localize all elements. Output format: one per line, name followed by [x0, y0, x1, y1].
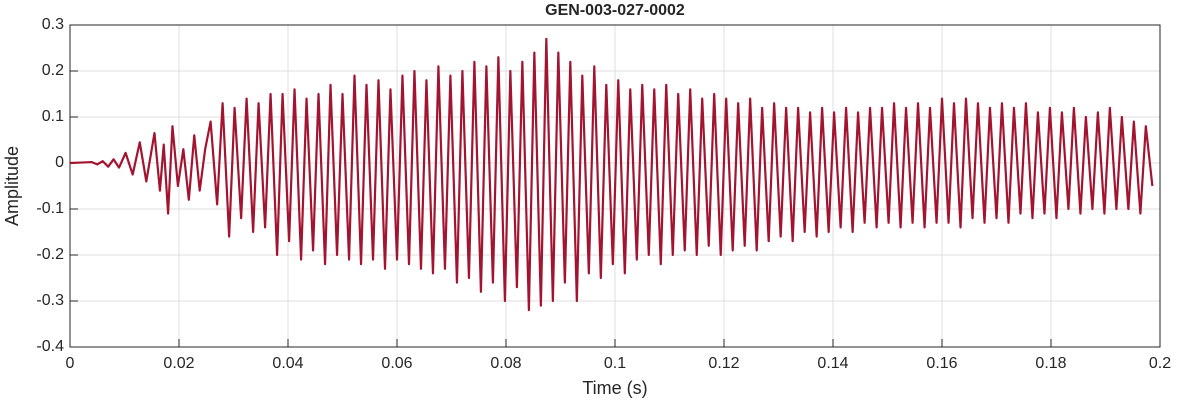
y-tick-label: -0.4: [36, 338, 64, 355]
y-tick-label: -0.3: [36, 292, 64, 309]
chart-title: GEN-003-027-0002: [545, 2, 685, 19]
y-tick-label: 0.3: [42, 16, 64, 33]
x-tick-label: 0.06: [381, 355, 412, 372]
x-tick-label: 0: [66, 355, 75, 372]
x-tick-label: 0.18: [1035, 355, 1066, 372]
y-tick-label: 0: [55, 154, 64, 171]
y-tick-label: 0.1: [42, 108, 64, 125]
y-axis-label: Amplitude: [2, 146, 22, 226]
x-tick-label: 0.08: [490, 355, 521, 372]
x-tick-label: 0.16: [926, 355, 957, 372]
x-tick-label: 0.2: [1149, 355, 1171, 372]
y-tick-label: -0.1: [36, 200, 64, 217]
x-tick-label: 0.14: [817, 355, 848, 372]
plot-frame: [69, 24, 1161, 348]
x-tick-label: 0.12: [708, 355, 739, 372]
x-tick-label: 0.02: [163, 355, 194, 372]
y-tick-label: 0.2: [42, 62, 64, 79]
x-tick-label: 0.1: [604, 355, 626, 372]
y-tick-label: -0.2: [36, 246, 64, 263]
line-series: [69, 37, 1154, 312]
x-tick-label: 0.04: [272, 355, 303, 372]
x-axis-label: Time (s): [582, 378, 647, 398]
